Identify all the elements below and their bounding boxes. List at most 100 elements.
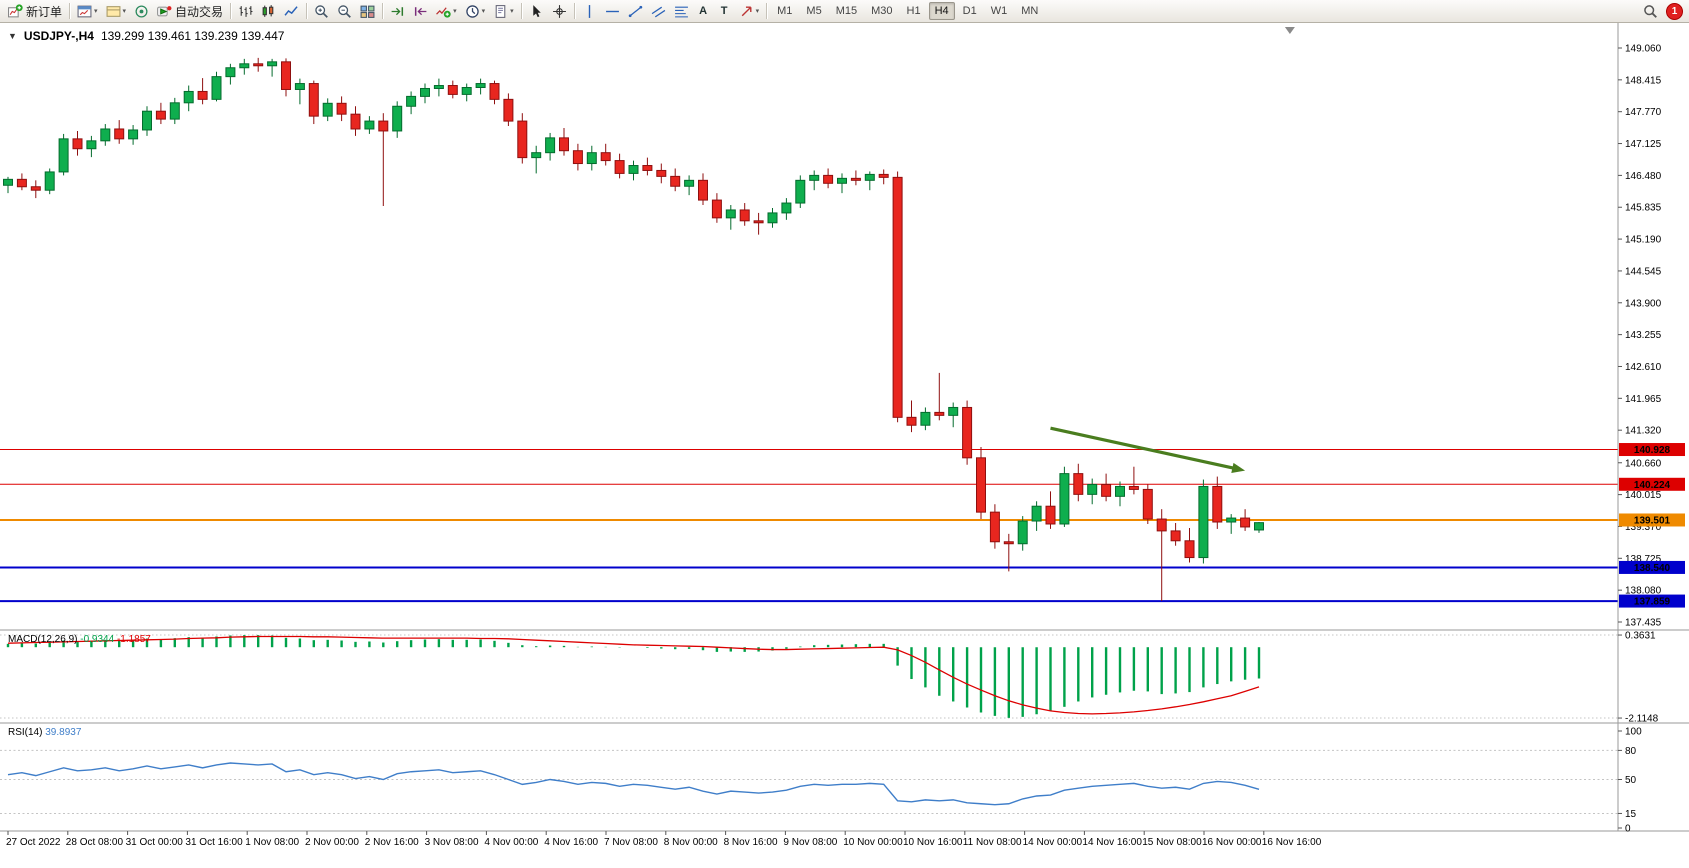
trendline-button[interactable] (624, 0, 647, 23)
crosshair-button[interactable] (548, 0, 571, 23)
timeframe-m30-button[interactable]: M30 (871, 5, 893, 17)
macd-label: MACD(12,26,9) -0.9344 -1.1857 (8, 634, 151, 645)
fibonacci-button[interactable] (670, 0, 693, 23)
chart-frame (0, 23, 1689, 832)
svg-text:4 Nov 00:00: 4 Nov 00:00 (484, 837, 538, 848)
horizontal-lines (0, 449, 1618, 603)
svg-text:141.320: 141.320 (1625, 426, 1662, 437)
dropdown-caret-icon: ▾ (510, 8, 514, 15)
toolbar-right-group: 1 (1639, 0, 1685, 23)
dropdown-caret-icon: ▾ (122, 8, 127, 15)
svg-text:140.928: 140.928 (1634, 445, 1671, 456)
dropdown-caret-icon: ▾ (453, 8, 457, 15)
svg-text:11 Nov 08:00: 11 Nov 08:00 (963, 837, 1022, 848)
chart-shift-marker-icon[interactable] (1284, 27, 1295, 34)
svg-text:137.435: 137.435 (1625, 618, 1662, 629)
timeframe-m5-button[interactable]: M5 (806, 5, 822, 17)
autotrading-button-label: 自动交易 (175, 4, 224, 19)
cursor-button[interactable] (525, 0, 548, 23)
svg-text:139.370: 139.370 (1625, 522, 1662, 533)
new-order-button[interactable]: 新订单 (4, 0, 66, 23)
svg-text:31 Oct 16:00: 31 Oct 16:00 (185, 837, 243, 848)
chart-shift-button[interactable] (409, 0, 432, 23)
macd-pane: MACD(12,26,9) -0.9344 -1.1857 0.3631 -2.11… (0, 631, 1659, 725)
toolbar-separator (306, 3, 308, 19)
periods-icon (465, 4, 480, 19)
periods-button[interactable]: ▾ (461, 0, 490, 23)
timeframe-h4-button[interactable]: H4 (928, 2, 955, 20)
toolbar-separator (382, 3, 384, 19)
timeframe-mn-button[interactable]: MN (1021, 5, 1039, 17)
arrows-tool-icon (739, 4, 754, 19)
indicators-icon (436, 4, 451, 19)
svg-text:146.480: 146.480 (1625, 171, 1662, 182)
channel-icon (651, 4, 666, 19)
notifications-button[interactable]: 1 (1666, 2, 1683, 20)
svg-text:80: 80 (1625, 746, 1637, 757)
community-button[interactable] (130, 0, 153, 23)
line-chart-button[interactable] (280, 0, 303, 23)
svg-text:138.725: 138.725 (1625, 554, 1662, 565)
search-button[interactable] (1639, 0, 1662, 23)
chart-symbol-title: USDJPY-,H4 (23, 29, 94, 43)
trend-arrow-annotation[interactable] (1050, 426, 1246, 473)
chart-shift-icon (413, 4, 428, 19)
chart-canvas[interactable]: 149.060 148.415 147.770 147.125 146.480 145.8… (0, 23, 1689, 863)
svg-text:140.224: 140.224 (1634, 480, 1671, 491)
trendline-icon (628, 4, 643, 19)
profiles-button[interactable]: ▾ (102, 0, 131, 23)
svg-text:142.610: 142.610 (1625, 362, 1662, 373)
line-chart-icon (284, 4, 299, 19)
svg-text:-2.1148: -2.1148 (1625, 714, 1659, 725)
svg-text:145.190: 145.190 (1625, 235, 1662, 246)
svg-text:143.255: 143.255 (1625, 330, 1662, 341)
autotrading-button[interactable]: 自动交易 (153, 0, 227, 23)
svg-text:2 Nov 16:00: 2 Nov 16:00 (365, 837, 419, 848)
svg-text:31 Oct 00:00: 31 Oct 00:00 (126, 837, 184, 848)
arrows-button[interactable]: ▾ (735, 0, 764, 23)
svg-text:2 Nov 00:00: 2 Nov 00:00 (305, 837, 359, 848)
new-order-button-label: 新订单 (26, 4, 63, 19)
templates-button[interactable]: ▾ (489, 0, 518, 23)
text-label-button[interactable]: T (714, 0, 735, 23)
rsi-pane: RSI(14) 39.8937 100 80 50 15 0 (0, 727, 1642, 835)
rsi-label: RSI(14) 39.8937 (8, 727, 82, 738)
indicators-button[interactable]: ▾ (432, 0, 461, 23)
svg-text:143.900: 143.900 (1625, 298, 1662, 309)
time-axis[interactable]: 27 Oct 2022 28 Oct 08:00 31 Oct 00:00 31 Oc… (6, 831, 1322, 848)
horizontal-line-button[interactable] (601, 0, 624, 23)
svg-text:1 Nov 08:00: 1 Nov 08:00 (245, 837, 299, 848)
vline-icon (582, 4, 597, 19)
channel-button[interactable] (647, 0, 670, 23)
svg-text:8 Nov 00:00: 8 Nov 00:00 (664, 837, 718, 848)
price-axis[interactable]: 149.060 148.415 147.770 147.125 146.480 145.8… (1618, 44, 1662, 629)
svg-text:140.660: 140.660 (1625, 458, 1662, 469)
zoom-in-button[interactable] (310, 0, 333, 23)
chart-collapse-icon[interactable]: ▼ (8, 31, 17, 41)
cursor-icon (529, 4, 544, 19)
svg-text:3 Nov 08:00: 3 Nov 08:00 (425, 837, 479, 848)
timeframe-m15-button[interactable]: M15 (835, 5, 858, 17)
bar-chart-button[interactable] (234, 0, 257, 23)
vertical-line-button[interactable] (578, 0, 601, 23)
dropdown-caret-icon: ▾ (481, 8, 486, 15)
charts-button[interactable]: ▾ (73, 0, 102, 23)
tile-windows-button[interactable] (356, 0, 379, 23)
auto-scroll-button[interactable] (386, 0, 409, 23)
timeframe-m1-button[interactable]: M1 (777, 5, 793, 17)
candles-icon (261, 4, 276, 19)
chart-ohlc-values: 139.299 139.461 139.239 139.447 (100, 29, 285, 43)
svg-text:7 Nov 08:00: 7 Nov 08:00 (604, 837, 658, 848)
autotrading-icon (157, 4, 172, 19)
dropdown-caret-icon: ▾ (94, 8, 98, 15)
candlestick-chart-button[interactable] (257, 0, 280, 23)
timeframe-h1-button[interactable]: H1 (906, 5, 921, 17)
price-line-badges: 140.928 140.224 139.501 138.540 137.859 (1619, 443, 1685, 608)
toolbar-separator (766, 3, 768, 19)
svg-text:138.540: 138.540 (1634, 563, 1671, 574)
zoom-out-button[interactable] (333, 0, 356, 23)
text-button[interactable]: A (693, 0, 714, 23)
timeframe-w1-button[interactable]: W1 (990, 5, 1008, 17)
timeframe-d1-button[interactable]: D1 (962, 5, 977, 17)
svg-text:141.965: 141.965 (1625, 394, 1662, 405)
